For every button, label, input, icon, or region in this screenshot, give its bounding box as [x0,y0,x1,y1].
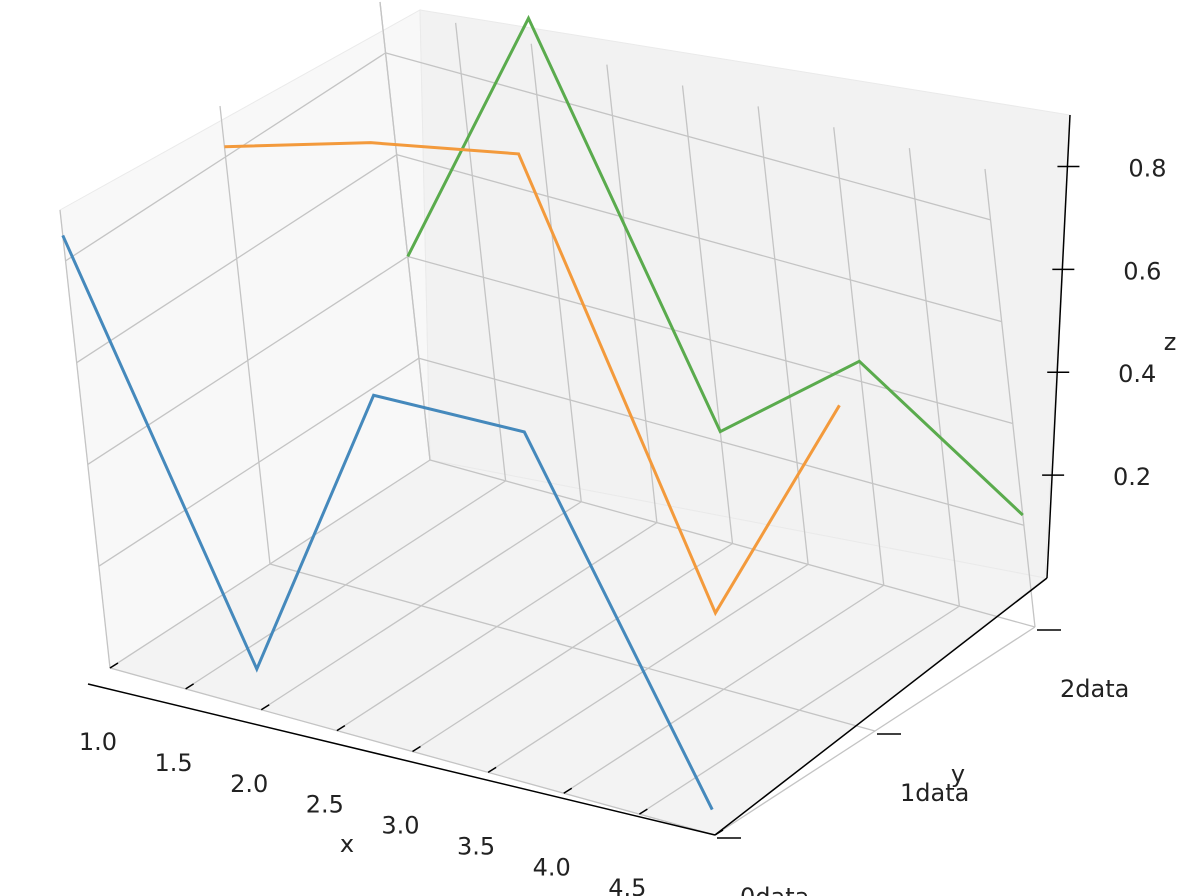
y-axis-label: y [951,760,965,788]
x-tick [638,808,648,815]
series-line-2data [406,14,1024,517]
tick-labels: 1.01.52.02.53.03.54.04.55.00data1data2da… [79,154,1167,896]
y-tick-label: 0data [740,883,809,896]
y-axis-line [714,577,1048,836]
x-tick-label: 2.5 [306,791,344,819]
z-axis-line [1046,114,1071,579]
grid-line-x-back [757,106,809,565]
x-tick [109,662,119,669]
grid-line-z-left [65,52,386,262]
x-tick [260,704,270,711]
grid-line-x-back [908,148,961,607]
x-tick [714,829,724,836]
grid-line-y-left [59,209,111,669]
grid-line-x-back [606,64,658,523]
x-tick-label: 3.0 [381,812,419,840]
x-tick [412,745,421,753]
x-tick-label: 2.0 [230,770,268,798]
x-tick-label: 1.5 [155,749,193,777]
grid-line-z-left [87,255,409,465]
axes [87,114,1080,839]
grid-line-y-floor [269,563,876,732]
grid-line-z-left [76,154,398,364]
x-tick [336,724,346,732]
z-tick-label: 0.2 [1113,463,1151,491]
grid-line-y-left [219,105,271,565]
grid-lines [59,1,1036,836]
y-tick-label: 2data [1060,675,1129,703]
x-tick-label: 1.0 [79,728,117,756]
data-series [61,14,1024,811]
x-tick-label: 3.5 [457,832,495,860]
x-axis-line [87,683,716,836]
x-tick [487,766,497,774]
x-tick-label: 4.0 [533,853,571,881]
x-axis-label: x [340,830,354,858]
series-line-0data [61,234,714,811]
grid-line-z-back [385,52,991,221]
grid-line-z-left [98,357,420,567]
series-line-1data [224,141,841,617]
z-tick-label: 0.6 [1123,257,1161,285]
x-tick [185,683,195,690]
z-tick-label: 0.4 [1118,360,1156,388]
z-axis-label: z [1164,328,1177,356]
grid-line-x-back [530,43,582,502]
z-tick-label: 0.8 [1128,154,1166,182]
grid-line-z-back [418,357,1025,526]
y-tick-label: 1data [900,779,969,807]
grid-line-x-back [454,22,507,481]
grid-line-x-back [984,168,1036,628]
grid-line-z-back [396,154,1002,323]
grid-line-z-back [407,255,1013,425]
x-tick-label: 4.5 [608,874,646,896]
grid-line-x-back [681,85,734,544]
x-tick [563,787,573,794]
grid-line-y-floor [429,459,1036,628]
grid-line-x-back [833,127,885,586]
grid-line-y-left [379,1,431,461]
